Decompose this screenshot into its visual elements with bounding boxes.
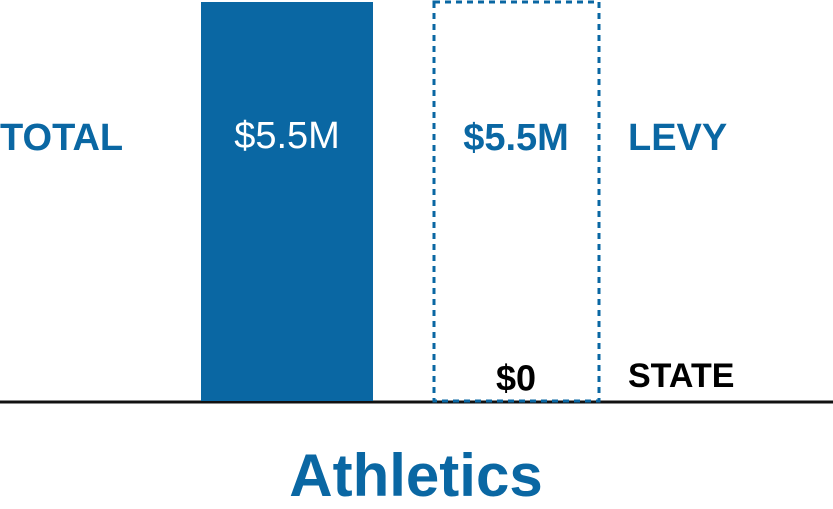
series-label: TOTAL [0, 117, 123, 159]
series-label: STATE [628, 357, 734, 395]
value-label: $5.5M [463, 117, 569, 159]
value-label: $5.5M [234, 115, 340, 157]
category-label: Athletics [289, 442, 542, 509]
value-label: $0 [496, 358, 536, 399]
bar [201, 2, 373, 401]
series-label: LEVY [628, 117, 727, 159]
bar-segment [432, 0, 601, 403]
